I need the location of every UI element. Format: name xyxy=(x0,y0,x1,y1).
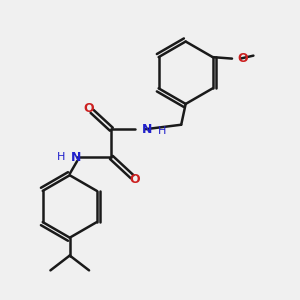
Text: O: O xyxy=(130,173,140,186)
Text: N: N xyxy=(142,123,152,136)
Text: N: N xyxy=(70,151,81,164)
Text: H: H xyxy=(158,126,166,136)
Text: O: O xyxy=(84,102,94,115)
Text: H: H xyxy=(57,152,65,162)
Text: O: O xyxy=(237,52,248,65)
